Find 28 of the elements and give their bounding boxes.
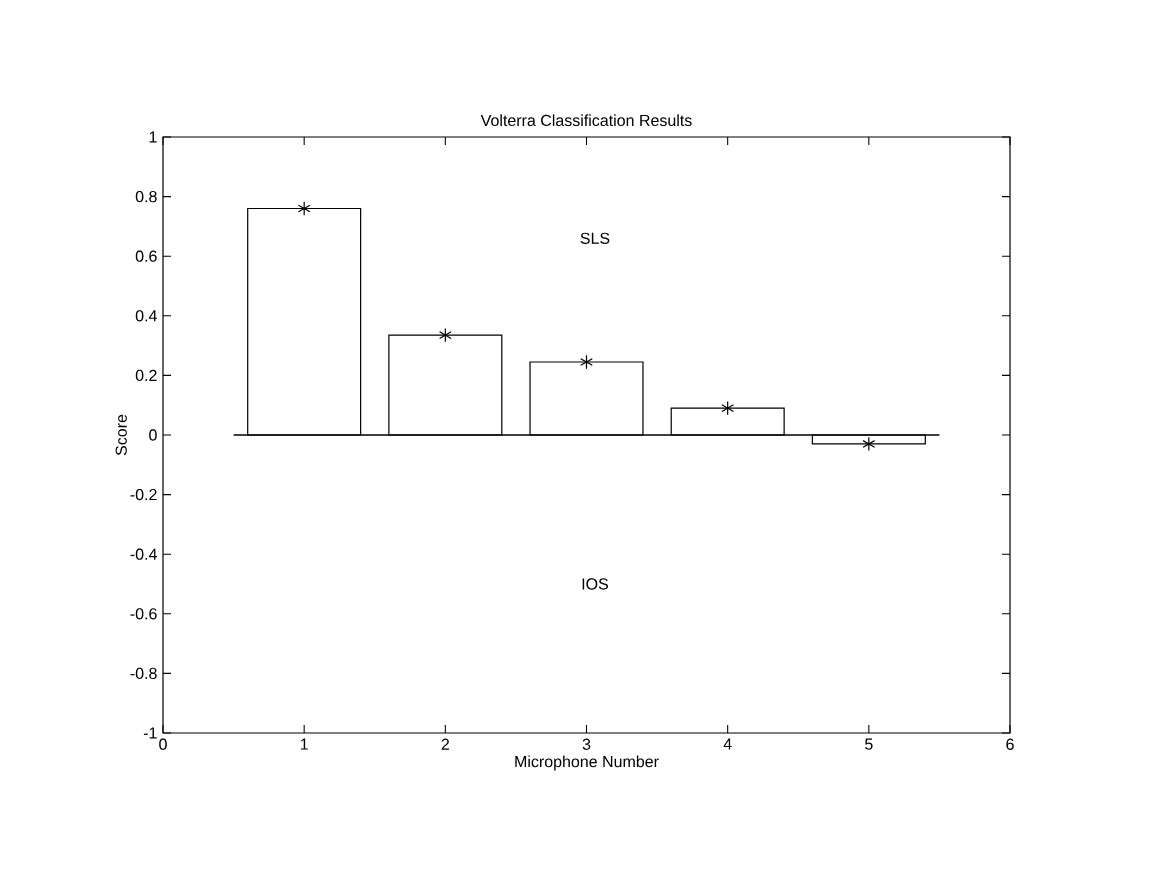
point (721, 400, 735, 416)
y-tick-label: 0.4 (135, 310, 157, 322)
x-axis-title: Microphone Number (515, 755, 659, 771)
y-tick-label: -0.6 (130, 608, 157, 620)
y-tick-label: -0.4 (130, 548, 157, 560)
y-tick-label: -0.8 (130, 667, 157, 680)
x-tick-label: 6 (1006, 738, 1014, 750)
y-tick-label: 1 (149, 131, 157, 143)
point (862, 436, 876, 452)
y-tick-label: 0.6 (135, 250, 157, 262)
x-tick-label: 1 (300, 738, 308, 750)
y-tick-label: -0.2 (130, 488, 157, 501)
x-tick-label: 3 (582, 738, 591, 750)
point (580, 354, 593, 370)
y-tick-label: -1 (143, 727, 157, 739)
annotation: IOS (582, 578, 609, 590)
chart-title: Volterra Classification Results (480, 114, 692, 127)
y-axis-title: Score (115, 414, 127, 456)
x-tick-label: 2 (441, 738, 449, 750)
y-tick-label: 0.8 (135, 190, 157, 203)
x-tick-label: 4 (723, 738, 732, 750)
y-tick-label: 0 (149, 429, 157, 441)
x-tick-label: 0 (159, 738, 167, 750)
annotation: SLS (580, 232, 610, 244)
y-tick-label: 0.2 (135, 369, 157, 382)
point (297, 201, 311, 216)
x-tick-label: 5 (865, 738, 873, 750)
point (438, 327, 452, 343)
